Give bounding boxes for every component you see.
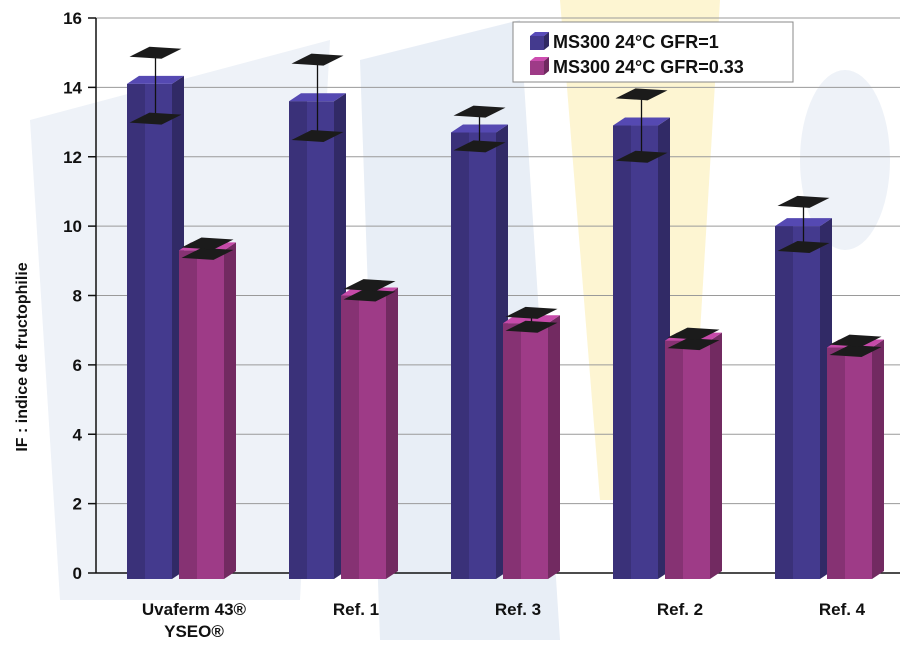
bar-side — [710, 332, 722, 579]
bar-front-shade — [503, 323, 521, 579]
error-cap-low — [615, 150, 668, 163]
bar-side — [548, 315, 560, 579]
bar-series-1 — [127, 46, 184, 579]
bar-series-2 — [179, 237, 236, 579]
legend: MS300 24°C GFR=1 MS300 24°C GFR=0.33 — [512, 21, 794, 83]
swatch-top — [530, 57, 549, 61]
error-cap-low — [181, 247, 234, 260]
error-cap-high — [291, 53, 344, 66]
legend-label-2: MS300 24°C GFR=0.33 — [553, 57, 744, 77]
swatch-side — [544, 32, 549, 50]
bar-front-shade — [341, 295, 359, 579]
bar-series-1 — [289, 53, 346, 579]
bar-series-2 — [503, 306, 560, 579]
y-axis-label: IF : indice de fructophilie — [14, 262, 31, 451]
y-tick-label: 8 — [73, 287, 82, 306]
error-cap-high — [667, 327, 720, 340]
bar-front-shade — [775, 226, 793, 579]
bar-series-1 — [613, 88, 670, 579]
bar-front-shade — [179, 250, 197, 579]
y-tick-label: 6 — [73, 356, 82, 375]
bar-series-2 — [341, 279, 398, 579]
y-tick-labels: 0 2 4 6 8 10 12 14 16 — [63, 9, 82, 583]
error-cap-low — [829, 345, 882, 357]
category-label: Ref. 4 — [819, 600, 866, 619]
y-tick-label: 12 — [63, 148, 82, 167]
y-tick-label: 0 — [73, 564, 82, 583]
bar-front-shade — [127, 83, 145, 579]
error-cap-low — [129, 112, 182, 125]
swatch-top — [530, 32, 549, 36]
legend-swatch-1 — [530, 32, 549, 50]
error-cap-high — [829, 334, 882, 347]
y-tick-label: 2 — [73, 495, 82, 514]
legend-box — [512, 21, 794, 83]
legend-swatch-2 — [530, 57, 549, 75]
error-cap-high — [505, 306, 558, 319]
category-label: YSEO® — [164, 622, 224, 641]
watermark-shape-dot — [800, 70, 890, 250]
swatch-side — [544, 57, 549, 75]
error-cap-low — [505, 320, 558, 333]
bar-series-2 — [827, 334, 884, 579]
y-tick-label: 4 — [73, 425, 83, 444]
bar-side — [872, 339, 884, 579]
error-cap-high — [453, 105, 506, 118]
bar-series-1 — [451, 105, 508, 579]
error-cap-high — [343, 279, 396, 292]
error-cap-low — [777, 240, 830, 253]
bar-front-shade — [827, 347, 845, 579]
error-cap-low — [667, 338, 720, 351]
bar-side — [224, 242, 236, 579]
category-labels: Uvaferm 43® YSEO® Ref. 1 Ref. 3 Ref. 2 Ref. 4 — [142, 600, 866, 641]
error-cap-low — [453, 140, 506, 153]
error-cap-high — [181, 237, 234, 250]
bar-front-shade — [665, 340, 683, 579]
bar-front-shade — [613, 125, 631, 579]
bar-series-2 — [665, 327, 722, 579]
bars — [127, 46, 884, 579]
y-tick-label: 14 — [63, 78, 82, 97]
bar-series-1 — [775, 195, 832, 579]
error-cap-high — [777, 195, 830, 208]
y-tick-label: 10 — [63, 217, 82, 236]
category-label: Ref. 2 — [657, 600, 703, 619]
category-label: Uvaferm 43® — [142, 600, 247, 619]
y-tick-label: 16 — [63, 9, 82, 28]
bar-side — [386, 287, 398, 579]
bar-front-shade — [451, 132, 469, 579]
category-label: Ref. 3 — [495, 600, 541, 619]
error-cap-low — [343, 289, 396, 302]
error-cap-high — [615, 88, 668, 101]
swatch-front — [530, 36, 544, 50]
legend-label-1: MS300 24°C GFR=1 — [553, 32, 719, 52]
bar-front-shade — [289, 101, 307, 579]
error-cap-low — [291, 129, 344, 142]
error-cap-high — [129, 46, 182, 59]
swatch-front — [530, 61, 544, 75]
category-label: Ref. 1 — [333, 600, 379, 619]
